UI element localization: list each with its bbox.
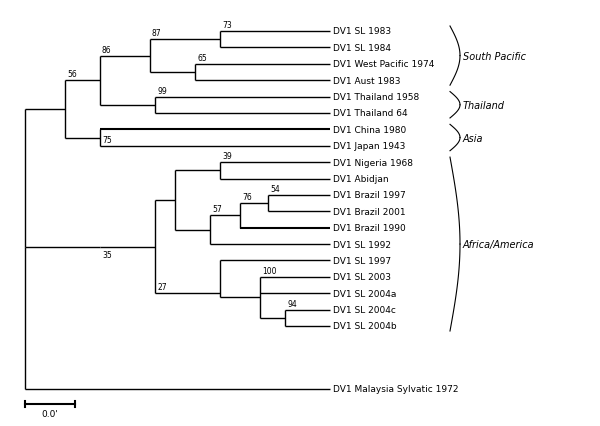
Text: 73: 73: [222, 21, 232, 30]
Text: Thailand: Thailand: [463, 101, 505, 110]
Text: DV1 West Pacific 1974: DV1 West Pacific 1974: [333, 60, 434, 69]
Text: 0.0': 0.0': [41, 409, 58, 418]
Text: DV1 SL 2003: DV1 SL 2003: [333, 273, 391, 282]
Text: DV1 SL 1983: DV1 SL 1983: [333, 27, 391, 36]
Text: 99: 99: [157, 86, 167, 95]
Text: DV1 Brazil 1990: DV1 Brazil 1990: [333, 224, 406, 233]
Text: DV1 Japan 1943: DV1 Japan 1943: [333, 142, 406, 151]
Text: DV1 Abidjan: DV1 Abidjan: [333, 175, 389, 184]
Text: 76: 76: [242, 193, 252, 201]
Text: DV1 Thailand 64: DV1 Thailand 64: [333, 109, 407, 118]
Text: Asia: Asia: [463, 133, 484, 143]
Text: 100: 100: [262, 266, 277, 275]
Text: 35: 35: [102, 250, 112, 259]
Text: DV1 SL 2004c: DV1 SL 2004c: [333, 305, 396, 314]
Text: 75: 75: [102, 135, 112, 144]
Text: 86: 86: [102, 46, 112, 55]
Text: 56: 56: [67, 70, 77, 79]
Text: 39: 39: [222, 152, 232, 161]
Text: DV1 SL 1992: DV1 SL 1992: [333, 240, 391, 249]
Text: DV1 Aust 1983: DV1 Aust 1983: [333, 77, 401, 86]
Text: Africa/America: Africa/America: [463, 239, 535, 250]
Text: DV1 Thailand 1958: DV1 Thailand 1958: [333, 93, 419, 102]
Text: DV1 Nigeria 1968: DV1 Nigeria 1968: [333, 158, 413, 167]
Text: DV1 SL 1997: DV1 SL 1997: [333, 256, 391, 265]
Text: DV1 SL 2004a: DV1 SL 2004a: [333, 289, 397, 298]
Text: DV1 China 1980: DV1 China 1980: [333, 126, 406, 135]
Text: 27: 27: [157, 282, 167, 291]
Text: DV1 Malaysia Sylvatic 1972: DV1 Malaysia Sylvatic 1972: [333, 385, 458, 394]
Text: DV1 SL 2004b: DV1 SL 2004b: [333, 322, 397, 331]
Text: 54: 54: [270, 184, 280, 193]
Text: DV1 SL 1984: DV1 SL 1984: [333, 44, 391, 53]
Text: 94: 94: [287, 299, 297, 308]
Text: DV1 Brazil 1997: DV1 Brazil 1997: [333, 191, 406, 200]
Text: 57: 57: [212, 205, 222, 214]
Text: 65: 65: [197, 54, 207, 63]
Text: 87: 87: [152, 29, 161, 38]
Text: South Pacific: South Pacific: [463, 52, 526, 61]
Text: DV1 Brazil 2001: DV1 Brazil 2001: [333, 207, 406, 216]
